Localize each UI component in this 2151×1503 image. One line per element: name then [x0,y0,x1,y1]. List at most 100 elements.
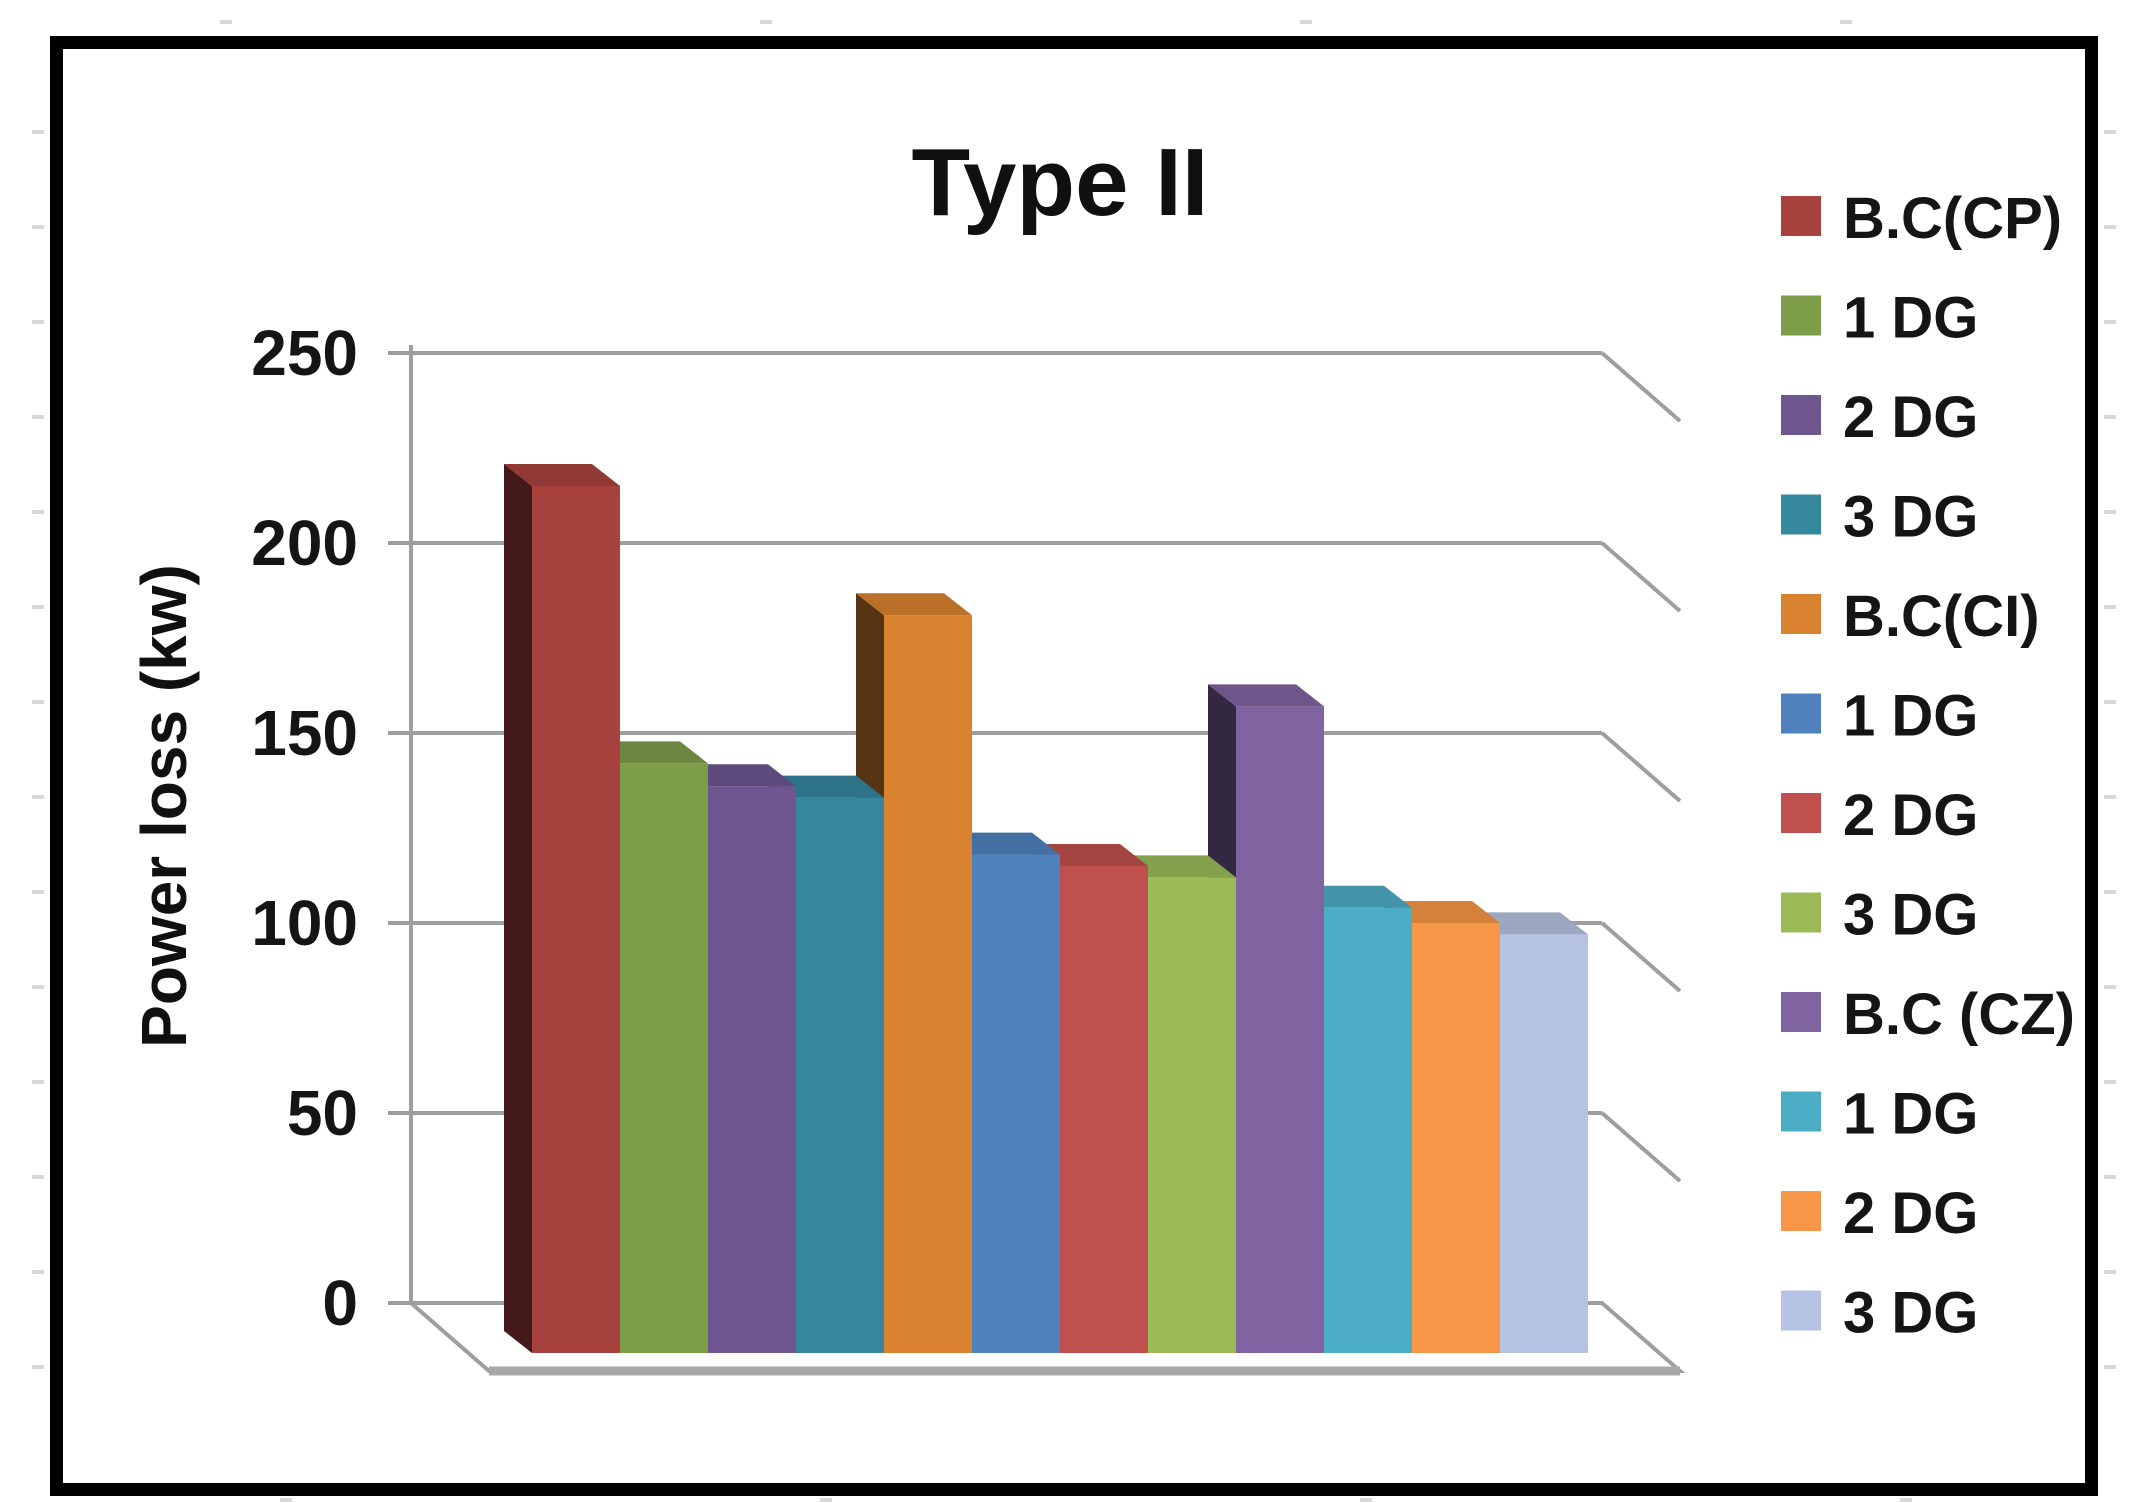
legend-swatch [1781,1091,1821,1132]
bar-b-c-cp--0 [504,464,620,1353]
bar-front-face [1500,934,1588,1353]
bar-front-face [972,854,1060,1353]
legend-swatch [1781,1191,1821,1231]
page-tick-right [2104,1175,2116,1179]
page-tick-right [2104,1365,2116,1369]
legend-item-3: 3 DG [1781,485,1978,550]
legend-item-0: B.C(CP) [1781,186,2062,251]
page-tick-bottom [1360,1498,1372,1502]
page-tick-bottom [1900,1498,1912,1502]
bar-top-face [768,775,884,798]
page-tick-left [32,415,44,419]
legend-label: B.C(CI) [1843,584,2040,649]
gridline-depth [1600,921,1682,993]
legend-label: 1 DG [1843,684,1978,749]
gridline-depth [1600,351,1682,423]
bar-top-face [856,593,972,616]
legend-label: 2 DG [1843,783,1978,848]
bar-top-face [1032,844,1148,866]
gridline-depth [1600,1111,1682,1183]
y-tick-label: 50 [287,1077,358,1149]
y-tick-label: 150 [251,697,358,769]
legend-label: 2 DG [1843,385,1978,450]
legend-swatch [1781,295,1821,336]
bar-top-face [680,764,796,787]
page-tick-left [32,1270,44,1274]
legend-label: 3 DG [1843,883,1978,948]
page-tick-right [2104,985,2116,989]
legend-item-7: 3 DG [1781,883,1978,948]
bar-top-face [1472,912,1588,935]
legend-item-8: B.C (CZ) [1781,982,2075,1047]
legend-label: B.C(CP) [1843,186,2062,251]
legend-label: 1 DG [1843,286,1978,351]
bar-front-face [1236,706,1324,1353]
legend-swatch [1781,196,1821,236]
bar-front-face [620,763,708,1353]
page-tick-right [2104,1080,2116,1084]
bar-front-face [1060,866,1148,1353]
bar-front-face [1148,877,1236,1353]
y-tick-label: 200 [251,507,358,579]
page-tick-top [760,20,772,24]
legend-item-9: 1 DG [1781,1082,1978,1147]
legend-label: 2 DG [1843,1181,1978,1246]
bar-top-face [592,741,708,764]
legend-item-4: B.C(CI) [1781,584,2040,649]
page-tick-right [2104,795,2116,799]
page-tick-right [2104,320,2116,324]
page-tick-bottom [820,1498,832,1502]
bar-top-face [504,464,620,486]
page-tick-right [2104,225,2116,229]
page-tick-left [32,225,44,229]
legend-swatch [1781,793,1821,833]
page-tick-left [32,605,44,609]
bar-top-face [1384,901,1500,923]
page-tick-right [2104,890,2116,894]
legend-item-10: 2 DG [1781,1181,1978,1246]
legend-item-2: 2 DG [1781,385,1978,450]
bar-front-face [1412,923,1500,1353]
page-tick-left [32,1175,44,1179]
page-tick-left [32,700,44,704]
bar-top-face [944,832,1060,855]
page-tick-left [32,1080,44,1084]
legend-swatch [1781,395,1821,435]
page-tick-left [32,320,44,324]
page-tick-left [32,510,44,514]
chart-title: Type II [912,129,1209,236]
legend-label: 3 DG [1843,485,1978,550]
legend-swatch [1781,1290,1821,1331]
legend-swatch [1781,693,1821,734]
page-tick-top [1840,20,1852,24]
bar-top-face [1296,885,1412,908]
page-tick-right [2104,605,2116,609]
bar-top-face [1208,684,1324,707]
page-tick-right [2104,415,2116,419]
page-tick-left [32,130,44,134]
legend-label: 3 DG [1843,1281,1978,1346]
page-tick-right [2104,510,2116,514]
legend-swatch [1781,494,1821,535]
legend-item-1: 1 DG [1781,286,1978,351]
y-tick-label: 100 [251,887,358,959]
legend-swatch [1781,892,1821,933]
page-tick-right [2104,700,2116,704]
bar-front-face [1324,907,1412,1353]
plot-area: 0 50 100 150 200 250 B.C(CP) 1 DG 2 DG 3 DG B.C(CI… [32,20,2116,1502]
page-tick-bottom [280,1498,292,1502]
page-tick-left [32,985,44,989]
page-tick-top [1300,20,1312,24]
legend-swatch [1781,594,1821,634]
bar-side-face [504,464,532,1353]
page-tick-right [2104,1270,2116,1274]
page-tick-left [32,890,44,894]
page-tick-left [32,1365,44,1369]
legend-item-6: 2 DG [1781,783,1978,848]
gridline-depth [1600,541,1682,613]
y-tick-label: 250 [251,317,358,389]
y-tick-label: 0 [322,1267,358,1339]
bar-front-face [884,615,972,1353]
